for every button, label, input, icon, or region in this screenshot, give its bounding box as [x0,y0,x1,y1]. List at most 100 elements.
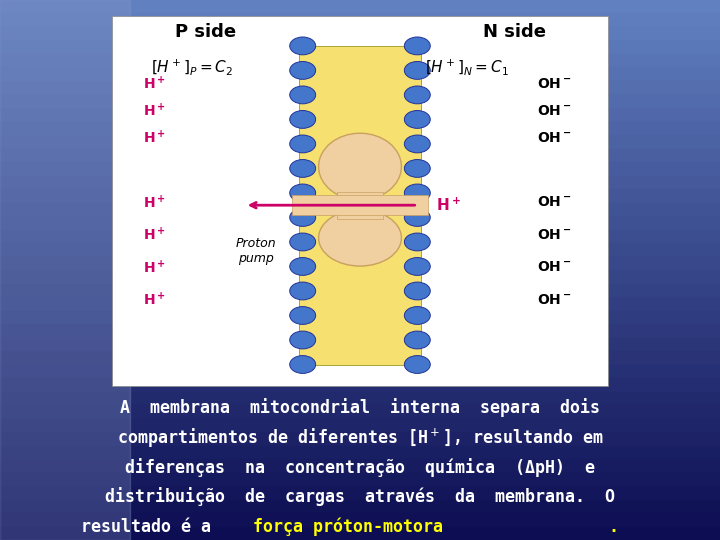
Bar [0,297,720,310]
Bar [0,81,720,94]
Text: $\mathbf{H^+}$: $\mathbf{H^+}$ [143,194,166,211]
Text: P side: P side [175,23,235,42]
Bar [0,148,720,162]
Bar [0,284,720,297]
Bar [0,472,720,486]
Text: $\mathbf{H^+}$: $\mathbf{H^+}$ [143,102,166,119]
Bar [0,243,720,256]
Text: $\mathbf{OH^-}$: $\mathbf{OH^-}$ [537,104,572,118]
Ellipse shape [405,258,431,275]
Bar [292,195,428,215]
Ellipse shape [289,331,315,349]
Ellipse shape [405,355,431,374]
Bar [0,108,720,122]
Bar [0,364,720,378]
Bar [0,526,720,540]
Text: .: . [608,517,618,536]
Bar [0,0,130,540]
Text: N side: N side [483,23,546,42]
Text: diferenças  na  concentração  química  (ΔpH)  e: diferenças na concentração química (ΔpH)… [125,457,595,477]
Text: Proton
pump: Proton pump [235,237,276,265]
Ellipse shape [405,135,431,153]
Text: $\mathbf{OH^-}$: $\mathbf{OH^-}$ [537,293,572,307]
Bar [0,0,720,14]
Bar [337,192,383,219]
Bar [0,459,720,472]
Bar [0,54,720,68]
Ellipse shape [405,208,431,226]
Bar [0,122,720,135]
Bar [299,46,421,364]
Bar [0,230,720,243]
Bar [0,378,720,392]
Ellipse shape [405,111,431,129]
Bar [0,324,720,338]
Text: resultado é a: resultado é a [81,517,221,536]
Text: $\mathbf{OH^-}$: $\mathbf{OH^-}$ [537,77,572,91]
Text: $\mathbf{OH^-}$: $\mathbf{OH^-}$ [537,131,572,145]
Text: $\mathbf{OH^-}$: $\mathbf{OH^-}$ [537,195,572,210]
Ellipse shape [405,62,431,79]
Ellipse shape [405,86,431,104]
Bar [0,392,720,405]
Ellipse shape [289,86,315,104]
Ellipse shape [289,135,315,153]
Bar [0,432,720,445]
Ellipse shape [289,355,315,374]
Bar [0,162,720,176]
Bar [0,216,720,229]
Ellipse shape [319,133,402,200]
Text: $\mathbf{H^+}$: $\mathbf{H^+}$ [436,197,460,214]
Ellipse shape [405,159,431,177]
Bar [0,351,720,364]
Ellipse shape [289,111,315,129]
Bar [0,405,720,418]
Ellipse shape [319,210,402,266]
Ellipse shape [289,62,315,79]
Ellipse shape [289,37,315,55]
Bar [0,500,720,513]
Text: $[H^+]_N = C_1$: $[H^+]_N = C_1$ [425,58,508,77]
Ellipse shape [289,159,315,177]
Bar [0,270,720,284]
Text: $\mathbf{H^+}$: $\mathbf{H^+}$ [143,259,166,276]
Ellipse shape [405,282,431,300]
Text: $\mathbf{OH^-}$: $\mathbf{OH^-}$ [537,260,572,274]
Bar [0,40,720,54]
Bar [0,310,720,324]
Ellipse shape [289,233,315,251]
Ellipse shape [289,307,315,325]
Bar [0,189,720,202]
Ellipse shape [405,307,431,325]
Bar [0,446,720,459]
Ellipse shape [289,282,315,300]
Ellipse shape [289,258,315,275]
Ellipse shape [289,208,315,226]
Text: $\mathbf{H^+}$: $\mathbf{H^+}$ [143,291,166,308]
Ellipse shape [405,37,431,55]
Text: distribuição  de  cargas  através  da  membrana.  O: distribuição de cargas através da membra… [105,487,615,507]
Text: $\mathbf{H^+}$: $\mathbf{H^+}$ [143,226,166,244]
Bar [0,135,720,148]
Text: compartimentos de diferentes [H$^+$], resultando em: compartimentos de diferentes [H$^+$], re… [117,426,603,449]
Ellipse shape [289,184,315,202]
Bar [0,27,720,40]
Bar [0,256,720,270]
Bar [0,202,720,216]
Text: $[H^+]_P = C_2$: $[H^+]_P = C_2$ [151,58,233,77]
Text: A  membrana  mitocondrial  interna  separa  dois: A membrana mitocondrial interna separa d… [120,398,600,417]
Bar [0,486,720,500]
Ellipse shape [405,233,431,251]
FancyBboxPatch shape [112,16,608,386]
Bar [0,14,720,27]
Text: $\mathbf{H^+}$: $\mathbf{H^+}$ [143,129,166,146]
Text: $\mathbf{OH^-}$: $\mathbf{OH^-}$ [537,228,572,242]
Ellipse shape [405,331,431,349]
Bar [0,68,720,81]
Bar [0,513,720,526]
Text: $\mathbf{H^+}$: $\mathbf{H^+}$ [143,75,166,92]
Bar [0,94,720,108]
Bar [0,338,720,351]
Text: força próton-motora: força próton-motora [253,517,444,536]
Ellipse shape [405,184,431,202]
